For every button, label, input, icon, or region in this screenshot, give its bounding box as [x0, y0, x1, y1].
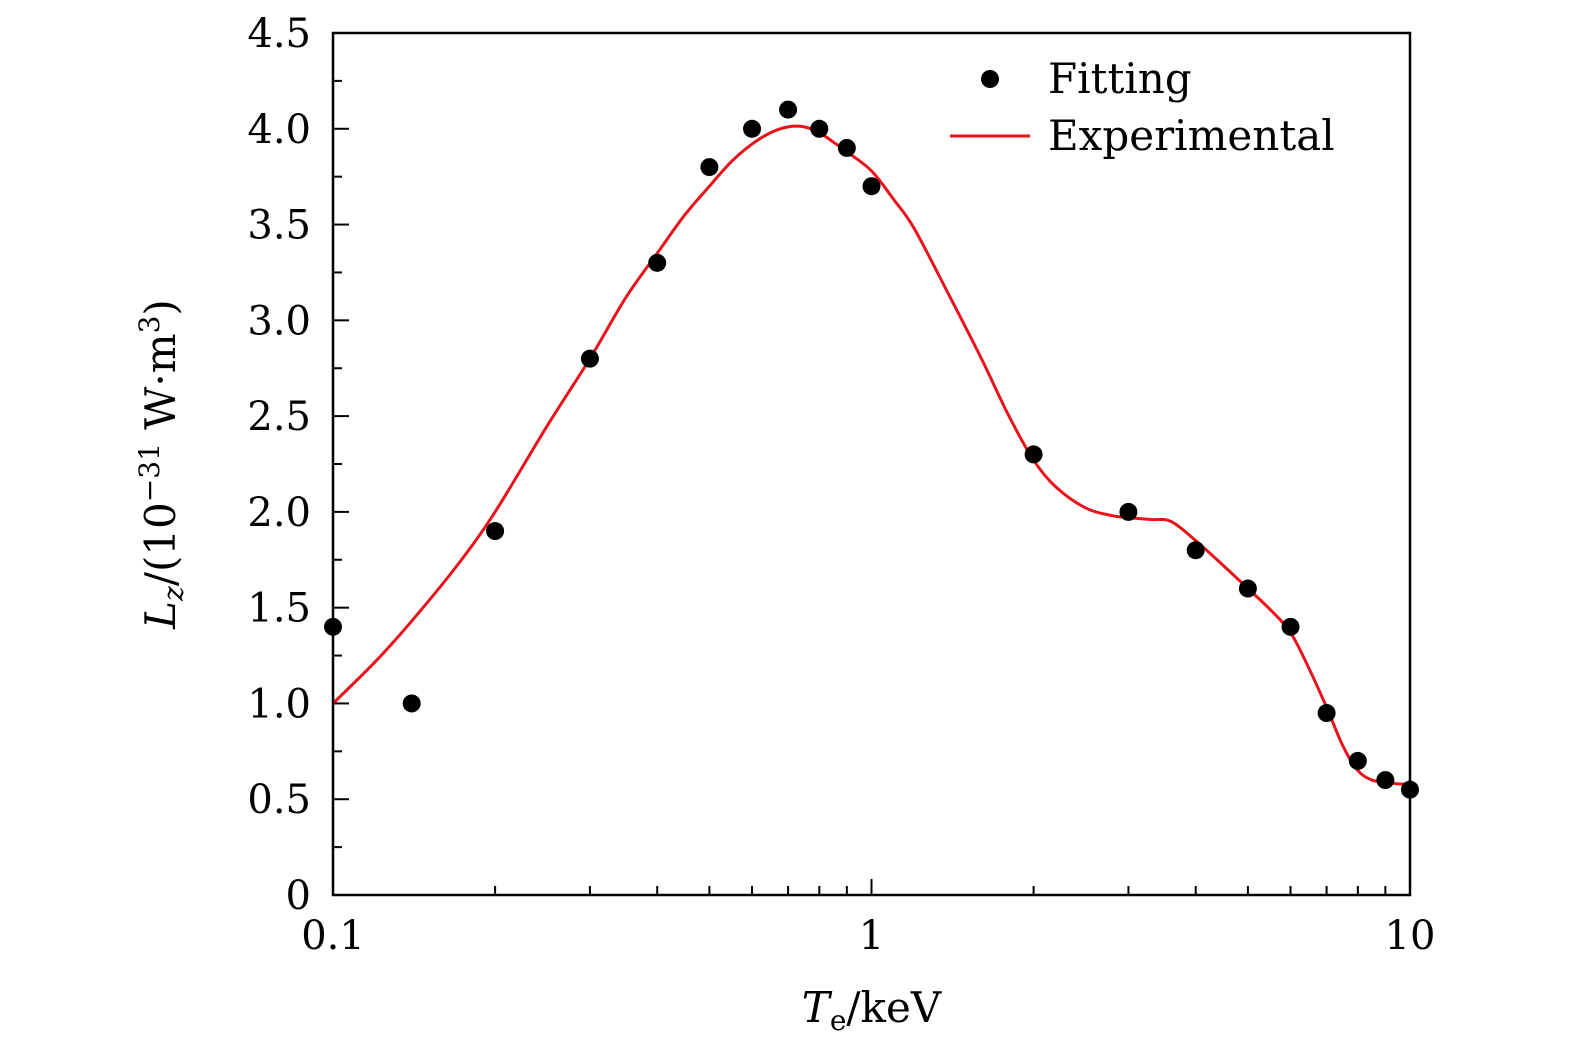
- fitting-point: [837, 138, 856, 157]
- fitting-point: [1238, 579, 1257, 598]
- x-title-symbol: T: [802, 983, 833, 1032]
- y-title-unit-exponent: 3: [133, 316, 166, 334]
- experimental-line: [331, 124, 1411, 786]
- y-axis-title: Lz/(10−31 W·m3): [133, 299, 190, 630]
- legend-label-fitting: Fitting: [1048, 54, 1192, 103]
- fitting-point: [1281, 617, 1300, 636]
- x-axis-title: Te/keV: [802, 983, 942, 1037]
- y-tick-label: 3.0: [247, 298, 311, 344]
- y-tick-label: 1.5: [247, 586, 311, 632]
- fitting-point: [1376, 771, 1395, 790]
- fitting-point: [402, 694, 421, 713]
- fitting-point: [700, 158, 719, 177]
- x-tick-label: 10: [1385, 913, 1436, 959]
- y-tick-label: 0: [286, 873, 311, 919]
- fitting-point: [486, 522, 505, 541]
- fitting-point: [1348, 751, 1367, 770]
- fitting-point: [1186, 541, 1205, 560]
- y-title-subscript: z: [157, 586, 190, 602]
- fitting-point: [1317, 704, 1336, 723]
- plot-frame: [331, 31, 1412, 897]
- y-tick-label: 4.0: [247, 107, 311, 153]
- legend-marker-fitting: [981, 70, 999, 88]
- y-title-symbol: L: [136, 601, 185, 630]
- fitting-point: [862, 177, 881, 196]
- y-tick-label: 0.5: [247, 777, 311, 823]
- y-tick-label: 2.5: [247, 394, 311, 440]
- fitting-point: [779, 100, 798, 119]
- legend-label-experimental: Experimental: [1048, 111, 1335, 160]
- tick-labels-layer: 0 0.5 1.0 1.5 2.0 2.5 3.0 3.5 4.0 4.5 0.1 1 10: [247, 11, 1435, 959]
- y-title-unit: W·m: [136, 333, 185, 443]
- series-layer: [324, 100, 1419, 799]
- x-title-subscript: e: [830, 1004, 847, 1037]
- legend: Fitting Experimental: [950, 54, 1335, 160]
- y-title-close: ): [136, 299, 185, 315]
- x-title-unit: /keV: [846, 983, 941, 1032]
- y-title-exponent: −31: [133, 443, 166, 502]
- x-tick-label: 0.1: [301, 913, 365, 959]
- ticks-layer: [332, 32, 1411, 896]
- y-title-prefix: /(10: [136, 502, 185, 586]
- fitting-point: [1119, 502, 1138, 521]
- y-tick-label: 4.5: [247, 11, 311, 57]
- fitting-point: [1024, 445, 1043, 464]
- fitting-point: [810, 119, 829, 138]
- x-tick-label: 1: [859, 913, 884, 959]
- y-tick-label: 1.0: [247, 681, 311, 727]
- fitting-point: [648, 253, 667, 272]
- fitting-point: [580, 349, 599, 368]
- y-tick-label: 3.5: [247, 203, 311, 249]
- y-tick-label: 2.0: [247, 490, 311, 536]
- fitting-point: [743, 119, 762, 138]
